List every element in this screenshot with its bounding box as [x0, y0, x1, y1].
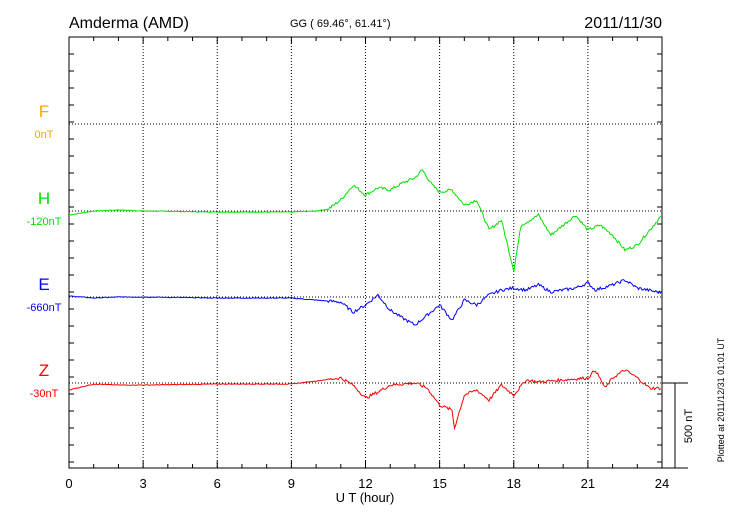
scale-bar-label: 500 nT — [683, 409, 695, 444]
plotted-at-footnote: Plotted at 2011/12/31 01:01 UT — [716, 337, 726, 462]
series-baseline-F: 0nT — [35, 129, 54, 141]
x-tick-label: 9 — [288, 476, 295, 491]
series-baseline-Z: -30nT — [30, 388, 59, 400]
chart-date: 2011/11/30 — [584, 15, 662, 32]
series-name-E: E — [38, 275, 49, 294]
series-name-Z: Z — [39, 361, 49, 380]
scale-bar: 500 nT — [662, 382, 695, 469]
series-line-H — [68, 169, 662, 272]
series-name-H: H — [38, 189, 50, 208]
series-labels: F 0nT H -120nT E -660nT Z -30nT — [27, 102, 62, 400]
axis-ticks: 0 3 6 9 12 15 18 21 24 — [65, 36, 669, 491]
series-baseline-H: -120nT — [27, 216, 62, 228]
x-tick-label: 18 — [507, 476, 521, 491]
series-group — [68, 169, 662, 431]
x-tick-label: 21 — [581, 476, 595, 491]
x-tick-label: 6 — [214, 476, 221, 491]
chart-subtitle: GG ( 69.46°, 61.41°) — [290, 18, 391, 30]
series-line-E — [68, 279, 662, 326]
x-tick-label: 0 — [65, 476, 72, 491]
x-axis-label: U T (hour) — [336, 490, 395, 505]
series-name-F: F — [39, 102, 49, 121]
x-tick-label: 12 — [358, 476, 372, 491]
x-tick-label: 15 — [432, 476, 446, 491]
chart-title: Amderma (AMD) — [69, 15, 189, 32]
series-baseline-E: -660nT — [27, 302, 62, 314]
x-tick-label: 24 — [655, 476, 669, 491]
x-tick-label: 3 — [140, 476, 147, 491]
series-line-Z — [69, 369, 662, 431]
grid — [69, 37, 662, 468]
